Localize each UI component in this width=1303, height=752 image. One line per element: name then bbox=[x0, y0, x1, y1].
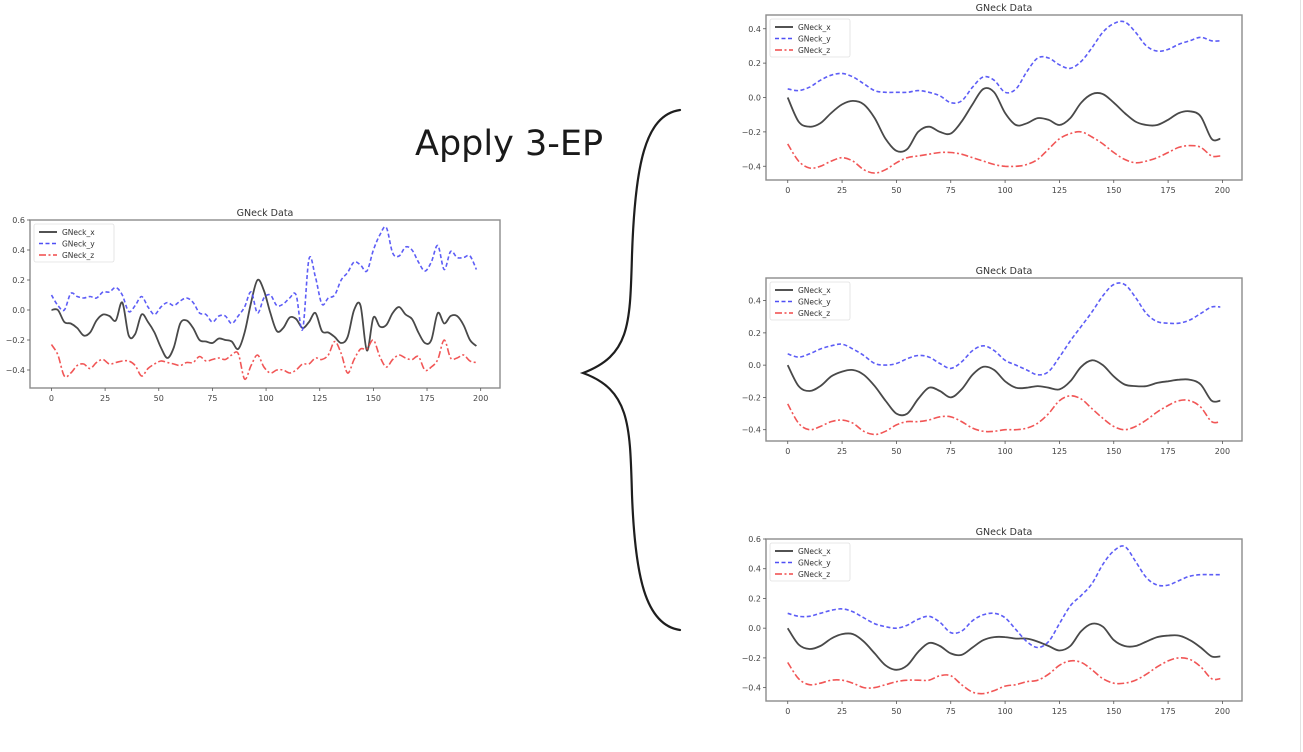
y-tick-label: 0.0 bbox=[12, 306, 25, 315]
x-tick-label: 125 bbox=[312, 394, 327, 403]
x-tick-label: 200 bbox=[1215, 447, 1230, 456]
y-tick-label: 0.0 bbox=[748, 361, 761, 370]
y-tick-label: 0.6 bbox=[748, 535, 761, 544]
augmented-gneck-chart-1: GNeck Data 0 25 50 75 100 125 150 175 200 0.4 0.2 0.… bbox=[730, 0, 1280, 215]
x-tick-label: 125 bbox=[1052, 707, 1067, 716]
series-line-gneck-y bbox=[787, 20, 1221, 104]
x-tick-label: 50 bbox=[891, 447, 901, 456]
x-tick-label: 75 bbox=[207, 394, 217, 403]
series-line-gneck-x bbox=[786, 622, 1221, 671]
y-tick-label: 0.2 bbox=[748, 59, 761, 68]
legend-label: GNeck_z bbox=[798, 309, 830, 318]
x-tick-label: 150 bbox=[1106, 707, 1121, 716]
apply-3-ep-annotation: Apply 3-EP bbox=[415, 124, 604, 164]
series-line-gneck-x bbox=[786, 87, 1221, 153]
series-line-gneck-z bbox=[786, 394, 1221, 436]
chart-legend: GNeck_x GNeck_y GNeck_z bbox=[769, 281, 851, 321]
y-tick-label: −0.2 bbox=[742, 128, 761, 137]
augmented-gneck-chart-3: GNeck Data 0 25 50 75 100 125 150 175 200 0.6 0.4 0.… bbox=[730, 525, 1280, 740]
legend-label: GNeck_y bbox=[798, 559, 831, 568]
chart-legend: GNeck_x GNeck_y GNeck_z bbox=[769, 542, 851, 582]
y-tick-label: −0.2 bbox=[742, 654, 761, 663]
legend-label: GNeck_x bbox=[798, 547, 831, 556]
y-tick-label: 0.4 bbox=[748, 565, 761, 574]
chart-legend: GNeck_x GNeck_y GNeck_z bbox=[33, 223, 115, 263]
x-tick-label: 25 bbox=[837, 447, 847, 456]
y-tick-label: −0.4 bbox=[742, 162, 761, 171]
y-tick-label: −0.4 bbox=[742, 426, 761, 435]
x-tick-label: 25 bbox=[837, 186, 847, 195]
x-tick-label: 75 bbox=[946, 186, 956, 195]
series-line-gneck-x bbox=[51, 278, 478, 359]
x-tick-label: 200 bbox=[1215, 186, 1230, 195]
x-tick-label: 100 bbox=[997, 447, 1012, 456]
y-tick-label: −0.4 bbox=[742, 684, 761, 693]
x-tick-label: 200 bbox=[1215, 707, 1230, 716]
series-line-gneck-y bbox=[787, 545, 1221, 649]
legend-label: GNeck_z bbox=[798, 46, 830, 55]
y-tick-label: 0.2 bbox=[748, 329, 761, 338]
x-tick-label: 175 bbox=[1160, 186, 1175, 195]
x-tick-label: 100 bbox=[997, 707, 1012, 716]
x-tick-label: 25 bbox=[100, 394, 110, 403]
x-tick-label: 50 bbox=[154, 394, 164, 403]
x-tick-label: 175 bbox=[1160, 707, 1175, 716]
y-tick-label: 0.4 bbox=[748, 25, 761, 34]
y-tick-label: −0.2 bbox=[6, 336, 25, 345]
chart-title: GNeck Data bbox=[976, 527, 1033, 538]
legend-label: GNeck_y bbox=[62, 240, 95, 249]
x-tick-label: 0 bbox=[785, 186, 790, 195]
x-tick-label: 175 bbox=[1160, 447, 1175, 456]
y-tick-label: −0.2 bbox=[742, 393, 761, 402]
x-tick-label: 50 bbox=[891, 186, 901, 195]
chart-title: GNeck Data bbox=[237, 208, 294, 219]
x-tick-label: 125 bbox=[1052, 447, 1067, 456]
legend-label: GNeck_z bbox=[798, 570, 830, 579]
legend-label: GNeck_x bbox=[798, 286, 831, 295]
series-line-gneck-y bbox=[50, 226, 478, 331]
x-tick-label: 75 bbox=[946, 447, 956, 456]
augmented-gneck-chart-2: GNeck Data 0 25 50 75 100 125 150 175 200 0.4 0.2 0.… bbox=[730, 263, 1280, 478]
x-tick-label: 125 bbox=[1052, 186, 1067, 195]
y-tick-label: 0.4 bbox=[748, 297, 761, 306]
legend-label: GNeck_x bbox=[62, 228, 95, 237]
x-tick-label: 0 bbox=[785, 707, 790, 716]
y-tick-label: 0.0 bbox=[748, 624, 761, 633]
series-line-gneck-z bbox=[50, 339, 477, 380]
x-tick-label: 50 bbox=[891, 707, 901, 716]
x-tick-label: 200 bbox=[473, 394, 488, 403]
chart-legend: GNeck_x GNeck_y GNeck_z bbox=[769, 18, 851, 58]
x-tick-label: 150 bbox=[1106, 447, 1121, 456]
series-line-gneck-z bbox=[787, 657, 1221, 695]
y-tick-label: 0.4 bbox=[12, 246, 25, 255]
x-tick-label: 150 bbox=[366, 394, 381, 403]
x-tick-label: 100 bbox=[997, 186, 1012, 195]
x-tick-label: 0 bbox=[785, 447, 790, 456]
page-edge-divider bbox=[1300, 0, 1301, 752]
x-tick-label: 100 bbox=[258, 394, 273, 403]
chart-title: GNeck Data bbox=[976, 3, 1033, 14]
series-line-gneck-y bbox=[787, 282, 1221, 376]
y-tick-label: 0.0 bbox=[748, 94, 761, 103]
original-gneck-chart: GNeck Data 0 25 50 75 100 125 150 175 200 0.6 0.4 0.… bbox=[0, 205, 543, 423]
legend-label: GNeck_x bbox=[798, 23, 831, 32]
legend-label: GNeck_z bbox=[62, 251, 94, 260]
y-tick-label: 0.6 bbox=[12, 216, 25, 225]
x-tick-label: 150 bbox=[1106, 186, 1121, 195]
x-tick-label: 75 bbox=[946, 707, 956, 716]
chart-title: GNeck Data bbox=[976, 266, 1033, 277]
x-tick-label: 0 bbox=[49, 394, 54, 403]
series-line-gneck-z bbox=[787, 130, 1221, 174]
x-tick-label: 25 bbox=[837, 707, 847, 716]
x-tick-label: 175 bbox=[419, 394, 434, 403]
series-line-gneck-x bbox=[786, 359, 1221, 417]
y-tick-label: 0.2 bbox=[12, 276, 25, 285]
branch-brace-icon bbox=[575, 105, 685, 639]
y-tick-label: 0.2 bbox=[748, 594, 761, 603]
y-tick-label: −0.4 bbox=[6, 366, 25, 375]
legend-label: GNeck_y bbox=[798, 298, 831, 307]
legend-label: GNeck_y bbox=[798, 35, 831, 44]
